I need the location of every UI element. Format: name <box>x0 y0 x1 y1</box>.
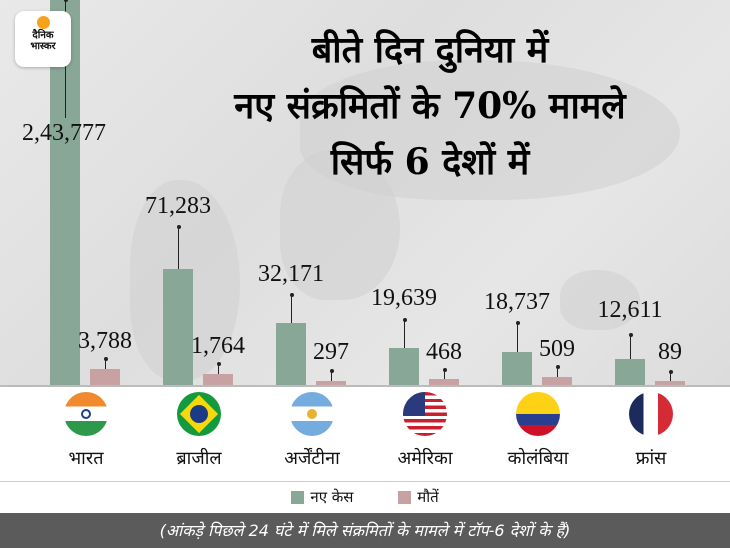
leader-line <box>515 321 520 352</box>
legend-swatch-cases <box>291 490 305 504</box>
country-name: अमेरिका <box>397 448 453 469</box>
usa-flag-icon <box>403 392 447 436</box>
legend-item-cases: नए केस <box>291 487 353 507</box>
bar-cases-brazil <box>163 269 193 386</box>
dainik-bhaskar-logo: दैनिक भास्कर <box>15 11 71 67</box>
value-label-deaths: 1,764 <box>191 333 245 359</box>
footnote: (आंकड़े पिछले 24 घंटे में मिले संक्रमितो… <box>0 513 730 548</box>
leader-line <box>103 357 108 369</box>
france-flag-icon <box>629 392 673 436</box>
bar-cases-colombia <box>502 352 532 386</box>
bar-deaths-france <box>655 381 685 386</box>
divider <box>0 481 730 482</box>
country-labels: भारत ब्राजील अर्जेंटीना अमेरिका कोलंबिया… <box>0 388 730 480</box>
country-name: ब्राजील <box>176 448 222 469</box>
bar-cases-argentina <box>276 323 306 386</box>
value-label-cases: 32,171 <box>258 261 324 287</box>
leader-line <box>668 370 673 381</box>
bar-chart: 2,43,777 3,788 71,283 1,764 32,171 297 1… <box>22 0 685 386</box>
leader-line <box>555 365 560 377</box>
leader-line <box>216 362 221 374</box>
colombia-flag-icon <box>516 392 560 436</box>
legend-item-deaths: मौतें <box>398 487 439 507</box>
country-france: फ्रांस <box>601 392 701 470</box>
map-australia-shape <box>560 270 640 330</box>
country-usa: अमेरिका <box>375 392 475 470</box>
country-brazil: ब्राजील <box>149 392 249 470</box>
argentina-flag-icon <box>290 392 334 436</box>
leader-line <box>402 318 407 348</box>
map-eurasia-shape <box>300 60 680 200</box>
bar-deaths-argentina <box>316 381 346 386</box>
india-flag-icon <box>64 392 108 436</box>
country-name: अर्जेंटीना <box>284 448 340 469</box>
logo-text-line2: भास्कर <box>30 41 56 52</box>
leader-line <box>176 225 181 269</box>
value-label-cases: 2,43,777 <box>22 120 106 146</box>
legend-label-deaths: मौतें <box>417 488 439 506</box>
bar-deaths-india <box>90 369 120 386</box>
sun-icon <box>36 16 50 29</box>
country-name: भारत <box>68 448 104 469</box>
leader-line <box>289 293 294 323</box>
value-label-cases: 71,283 <box>145 193 211 219</box>
value-label-cases: 19,639 <box>371 285 437 311</box>
x-axis-line <box>0 385 730 387</box>
chart-background <box>0 0 730 386</box>
bar-cases-usa <box>389 348 419 386</box>
bar-cases-france <box>615 359 645 386</box>
value-label-deaths: 3,788 <box>78 328 132 354</box>
value-label-cases: 12,611 <box>597 297 663 323</box>
value-label-deaths: 468 <box>426 339 462 365</box>
value-label-deaths: 297 <box>313 339 349 365</box>
country-colombia: कोलंबिया <box>488 392 588 470</box>
value-label-deaths: 89 <box>658 339 682 365</box>
title-line-2: नए संक्रमितों के 70% मामले <box>234 85 626 127</box>
brazil-flag-icon <box>177 392 221 436</box>
value-label-cases: 18,737 <box>484 289 550 315</box>
legend-swatch-deaths <box>398 490 412 504</box>
leader-line <box>628 333 633 359</box>
chart-legend: नए केस मौतें <box>0 483 730 511</box>
value-label-deaths: 509 <box>539 336 575 362</box>
country-india: भारत <box>36 392 136 470</box>
country-name: फ्रांस <box>635 448 667 469</box>
country-argentina: अर्जेंटीना <box>262 392 362 470</box>
bar-deaths-usa <box>429 379 459 386</box>
legend-label-cases: नए केस <box>310 488 354 506</box>
leader-line <box>442 368 447 379</box>
chart-title: बीते दिन दुनिया में नए संक्रमितों के 70%… <box>130 22 730 190</box>
leader-line <box>329 369 334 381</box>
title-line-3: सिर्फ 6 देशों में <box>330 141 530 183</box>
title-line-1: बीते दिन दुनिया में <box>311 29 549 71</box>
logo-text-line1: दैनिक <box>32 30 54 41</box>
bar-deaths-colombia <box>542 377 572 386</box>
bar-deaths-brazil <box>203 374 233 386</box>
country-name: कोलंबिया <box>507 448 569 469</box>
